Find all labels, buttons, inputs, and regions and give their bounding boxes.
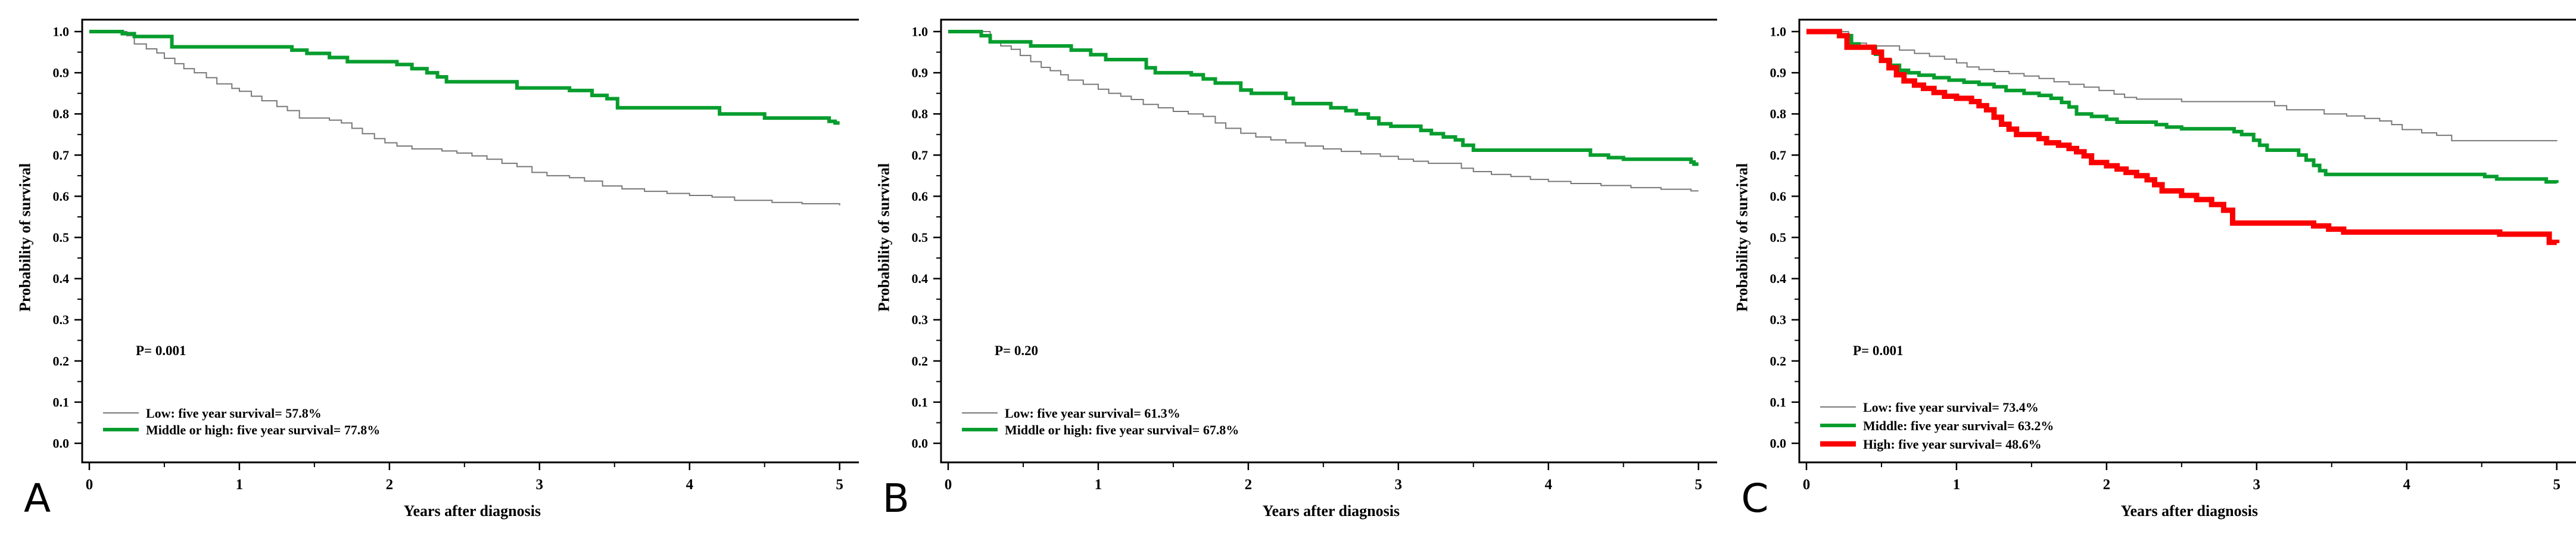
x-axis-tick-label: 5: [2553, 477, 2561, 493]
km-curve-low: [1806, 31, 2558, 142]
x-axis-tick-label: 1: [1094, 477, 1101, 493]
plot-frame: [940, 18, 1718, 464]
x-axis-tick-label: 3: [1394, 477, 1401, 493]
x-axis-tick-label: 2: [2103, 477, 2110, 493]
x-axis-tick-label: 4: [1544, 477, 1552, 493]
legend-label-low: Low: five year survival= 57.8%: [146, 406, 322, 421]
x-axis-tick-label: 0: [86, 477, 93, 493]
x-axis-tick-label: 5: [1695, 477, 1702, 493]
y-axis-tick-label: 0.6: [911, 189, 927, 204]
y-axis-tick-label: 1.0: [52, 24, 68, 39]
x-axis-tick-label: 1: [236, 477, 243, 493]
y-axis-tick-label: 0.0: [911, 436, 927, 450]
y-axis-title: Probability of survival: [875, 163, 892, 312]
y-axis-tick-label: 0.0: [52, 436, 68, 450]
plot-frame: [1798, 18, 2576, 464]
panel-letter-A: A: [24, 475, 51, 521]
legend-label-middle-or-high: Middle or high: five year survival= 77.8…: [146, 422, 380, 437]
km-curve-middle: [1806, 30, 2559, 184]
y-axis-tick-label: 0.5: [911, 230, 927, 245]
legend-label-middle: Middle: five year survival= 63.2%: [1863, 418, 2054, 433]
y-axis-tick-label: 0.7: [1770, 148, 1786, 163]
legend-label-high: High: five year survival= 48.6%: [1863, 437, 2042, 452]
y-axis-tick-label: 0.2: [911, 353, 927, 368]
x-axis-title: Years after diagnosis: [2121, 502, 2258, 520]
y-axis-tick-label: 0.8: [52, 107, 68, 122]
x-axis-tick-label: 2: [386, 477, 393, 493]
y-axis-tick-label: 0.9: [911, 66, 927, 80]
y-axis-tick-label: 0.5: [52, 230, 68, 245]
y-axis-tick-label: 0.7: [52, 148, 68, 163]
y-axis-tick-label: 1.0: [1770, 24, 1786, 39]
x-axis-tick-label: 4: [686, 477, 693, 493]
x-axis-tick-label: 4: [2403, 477, 2411, 493]
y-axis-tick-label: 0.3: [1770, 312, 1786, 327]
y-axis-tick-label: 0.1: [52, 394, 68, 409]
x-axis-tick-label: 1: [1953, 477, 1960, 493]
p-value-label: P= 0.001: [1853, 343, 1904, 358]
panel-B-plot: 1.0 0.9 0.8 0.7 0.6 0.5 0.4 0.3 0.2 0.1 0.0 0 1 2 3 4 5 P…: [875, 18, 1718, 520]
plot-frame: [81, 18, 859, 464]
y-axis-tick-label: 0.4: [911, 271, 927, 286]
y-axis-tick-label: 0.0: [1770, 436, 1786, 450]
y-axis-tick-label: 0.3: [52, 312, 68, 327]
y-axis-title: Probability of survival: [1734, 163, 1751, 312]
panel-A: 1.0 0.9 0.8 0.7 0.6 0.5 0.4 0.3 0.2 0.1 0.0 0 1 2 3 4 5 P…: [0, 0, 859, 544]
y-axis-tick-label: 0.1: [911, 394, 927, 409]
legend-label-low: Low: five year survival= 73.4%: [1863, 400, 2039, 415]
y-axis-tick-label: 0.5: [1770, 230, 1786, 245]
panel-B: 1.0 0.9 0.8 0.7 0.6 0.5 0.4 0.3 0.2 0.1 0.0 0 1 2 3 4 5 P…: [859, 0, 1718, 544]
km-curve-middle-or-high: [948, 30, 1699, 166]
x-axis-tick-label: 3: [536, 477, 543, 493]
y-axis-tick-label: 1.0: [911, 24, 927, 39]
x-axis-tick-label: 0: [944, 477, 951, 493]
y-axis-tick-label: 0.1: [1770, 394, 1786, 409]
p-value-label: P= 0.20: [995, 343, 1038, 358]
y-axis-tick-label: 0.7: [911, 148, 927, 163]
y-axis-tick-label: 0.2: [1770, 353, 1786, 368]
y-axis-tick-label: 0.6: [52, 189, 68, 204]
km-curve-low: [89, 31, 840, 206]
y-axis-tick-label: 0.8: [911, 107, 927, 122]
x-axis-tick-label: 0: [1803, 477, 1810, 493]
y-axis-tick-label: 0.8: [1770, 107, 1786, 122]
legend-label-middle-or-high: Middle or high: five year survival= 67.8…: [1005, 422, 1239, 437]
km-curve-middle-or-high: [89, 30, 840, 125]
y-axis-tick-label: 0.4: [52, 271, 68, 286]
y-axis-tick-label: 0.9: [1770, 66, 1786, 80]
x-axis-tick-label: 2: [1244, 477, 1251, 493]
y-axis-tick-label: 0.4: [1770, 271, 1786, 286]
km-curve-high: [1806, 29, 2560, 245]
y-axis-tick-label: 0.9: [52, 66, 68, 80]
panel-C-plot: 1.0 0.9 0.8 0.7 0.6 0.5 0.4 0.3 0.2 0.1 0.0 0 1 2 3 4 5 P…: [1734, 18, 2576, 520]
panel-letter-B: B: [882, 475, 909, 521]
panel-letter-C: C: [1741, 475, 1769, 521]
y-axis-tick-label: 0.6: [1770, 189, 1786, 204]
panel-C: 1.0 0.9 0.8 0.7 0.6 0.5 0.4 0.3 0.2 0.1 0.0 0 1 2 3 4 5 P…: [1717, 0, 2576, 544]
p-value-label: P= 0.001: [136, 343, 186, 358]
y-axis-tick-label: 0.2: [52, 353, 68, 368]
x-axis-title: Years after diagnosis: [404, 502, 541, 520]
km-curve-low: [948, 31, 1699, 192]
legend-label-low: Low: five year survival= 61.3%: [1005, 406, 1180, 421]
panel-A-plot: 1.0 0.9 0.8 0.7 0.6 0.5 0.4 0.3 0.2 0.1 0.0 0 1 2 3 4 5 P…: [16, 18, 859, 520]
x-axis-tick-label: 3: [2253, 477, 2260, 493]
y-axis-title: Probability of survival: [16, 163, 33, 312]
y-axis-tick-label: 0.3: [911, 312, 927, 327]
x-axis-tick-label: 5: [836, 477, 843, 493]
x-axis-title: Years after diagnosis: [1262, 502, 1399, 520]
